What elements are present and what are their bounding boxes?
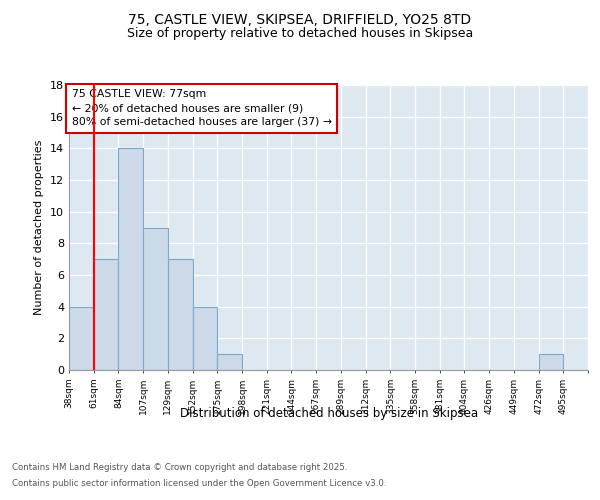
Text: 75 CASTLE VIEW: 77sqm
← 20% of detached houses are smaller (9)
80% of semi-detac: 75 CASTLE VIEW: 77sqm ← 20% of detached … [71,90,332,128]
Bar [118,148,143,370]
Bar [168,259,193,370]
Text: Contains public sector information licensed under the Open Government Licence v3: Contains public sector information licen… [12,478,386,488]
Bar [193,306,217,370]
Bar [94,259,118,370]
Text: Distribution of detached houses by size in Skipsea: Distribution of detached houses by size … [180,408,478,420]
Bar [217,354,242,370]
Text: Contains HM Land Registry data © Crown copyright and database right 2025.: Contains HM Land Registry data © Crown c… [12,464,347,472]
Bar [539,354,563,370]
Text: Size of property relative to detached houses in Skipsea: Size of property relative to detached ho… [127,28,473,40]
Y-axis label: Number of detached properties: Number of detached properties [34,140,44,315]
Text: 75, CASTLE VIEW, SKIPSEA, DRIFFIELD, YO25 8TD: 75, CASTLE VIEW, SKIPSEA, DRIFFIELD, YO2… [128,12,472,26]
Bar [143,228,168,370]
Bar [69,306,94,370]
